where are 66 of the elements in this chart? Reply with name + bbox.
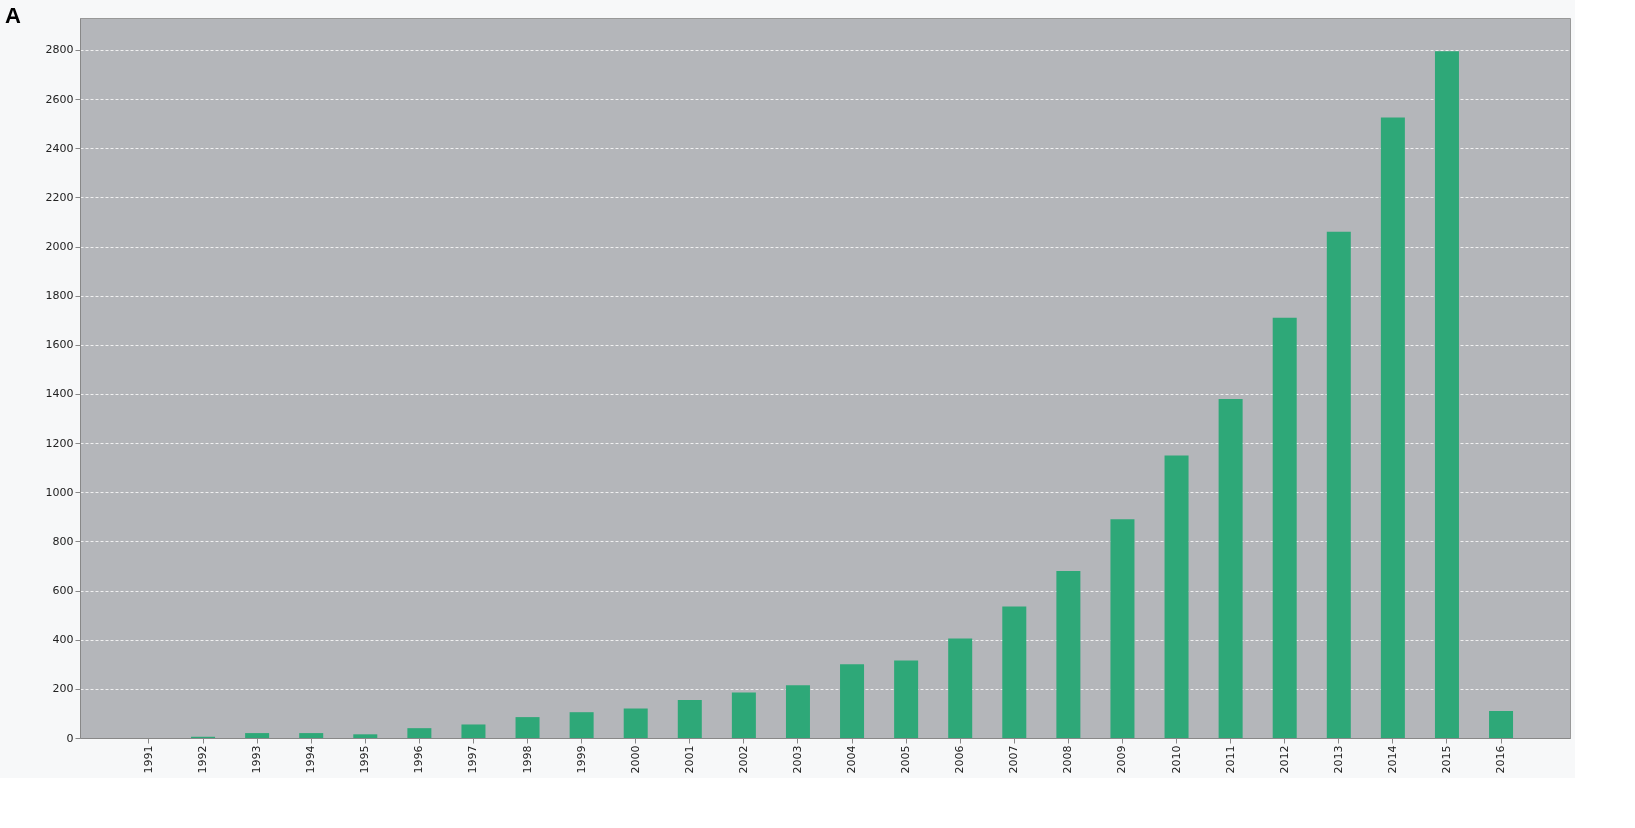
bar: [948, 638, 973, 738]
y-tick-label: 2800: [45, 43, 74, 57]
bar: [569, 712, 594, 738]
x-tick-label: 2004: [845, 745, 859, 774]
y-tick-label: 2600: [45, 92, 74, 106]
y-tick-label: 600: [52, 584, 74, 598]
bar: [1380, 117, 1405, 738]
bar: [245, 733, 270, 738]
bar: [677, 699, 702, 738]
chart-title: A: [5, 3, 22, 28]
bar: [461, 724, 486, 738]
x-tick-label: 2001: [682, 745, 696, 774]
x-tick-label: 1991: [141, 745, 155, 774]
x-tick-label: 1995: [358, 745, 372, 774]
bar: [731, 692, 756, 738]
y-tick-label: 2400: [45, 141, 74, 155]
x-tick-label: 2010: [1169, 745, 1183, 774]
bar: [299, 733, 324, 738]
bar: [623, 708, 648, 738]
x-tick-label: 2016: [1494, 745, 1508, 774]
bar: [1056, 570, 1081, 738]
bar: [1164, 455, 1189, 738]
x-tick-label: 2002: [736, 745, 750, 774]
y-tick-label: 1800: [45, 289, 74, 303]
bar: [785, 685, 810, 738]
x-tick-label: 1994: [304, 745, 318, 774]
x-tick-label: 2011: [1223, 745, 1237, 774]
x-tick-label: 1992: [196, 745, 210, 774]
x-tick-label: 1997: [466, 745, 480, 774]
y-tick-label: 1000: [45, 485, 74, 499]
y-tick-label: 2000: [45, 240, 74, 254]
x-tick-label: 2015: [1439, 745, 1453, 774]
x-tick-label: 2009: [1115, 745, 1129, 774]
x-tick-label: 1993: [250, 745, 264, 774]
bar: [894, 660, 919, 738]
bar: [840, 664, 865, 738]
bar: [353, 734, 378, 738]
bar: [1489, 710, 1514, 738]
x-tick-label: 2012: [1277, 745, 1291, 774]
y-tick-label: 2200: [45, 190, 74, 204]
x-tick-label: 2003: [790, 745, 804, 774]
y-tick-label: 1200: [45, 436, 74, 450]
y-tick-label: 0: [66, 731, 74, 745]
y-tick-label: 400: [52, 633, 74, 647]
bar: [1218, 398, 1243, 738]
bar: [1326, 231, 1351, 738]
x-tick-label: 2014: [1385, 745, 1399, 774]
bar: [515, 717, 540, 738]
bar: [1110, 519, 1135, 738]
x-tick-label: 2005: [899, 745, 913, 774]
y-tick-label: 800: [52, 534, 74, 548]
bar: [1002, 606, 1027, 738]
x-tick-label: 1998: [520, 745, 534, 774]
x-tick-label: 1996: [412, 745, 426, 774]
x-tick-label: 2008: [1061, 745, 1075, 774]
x-tick-label: 2013: [1331, 745, 1345, 774]
x-tick-label: 2007: [1007, 745, 1021, 774]
y-tick-label: 1600: [45, 338, 74, 352]
x-tick-label: 2006: [953, 745, 967, 774]
bar: [1434, 51, 1459, 738]
x-tick-label: 2000: [628, 745, 642, 774]
x-tick-label: 1999: [574, 745, 588, 774]
bar: [1272, 317, 1297, 738]
y-tick-label: 1400: [45, 387, 74, 401]
y-tick-label: 200: [52, 682, 74, 696]
bar: [407, 728, 432, 738]
